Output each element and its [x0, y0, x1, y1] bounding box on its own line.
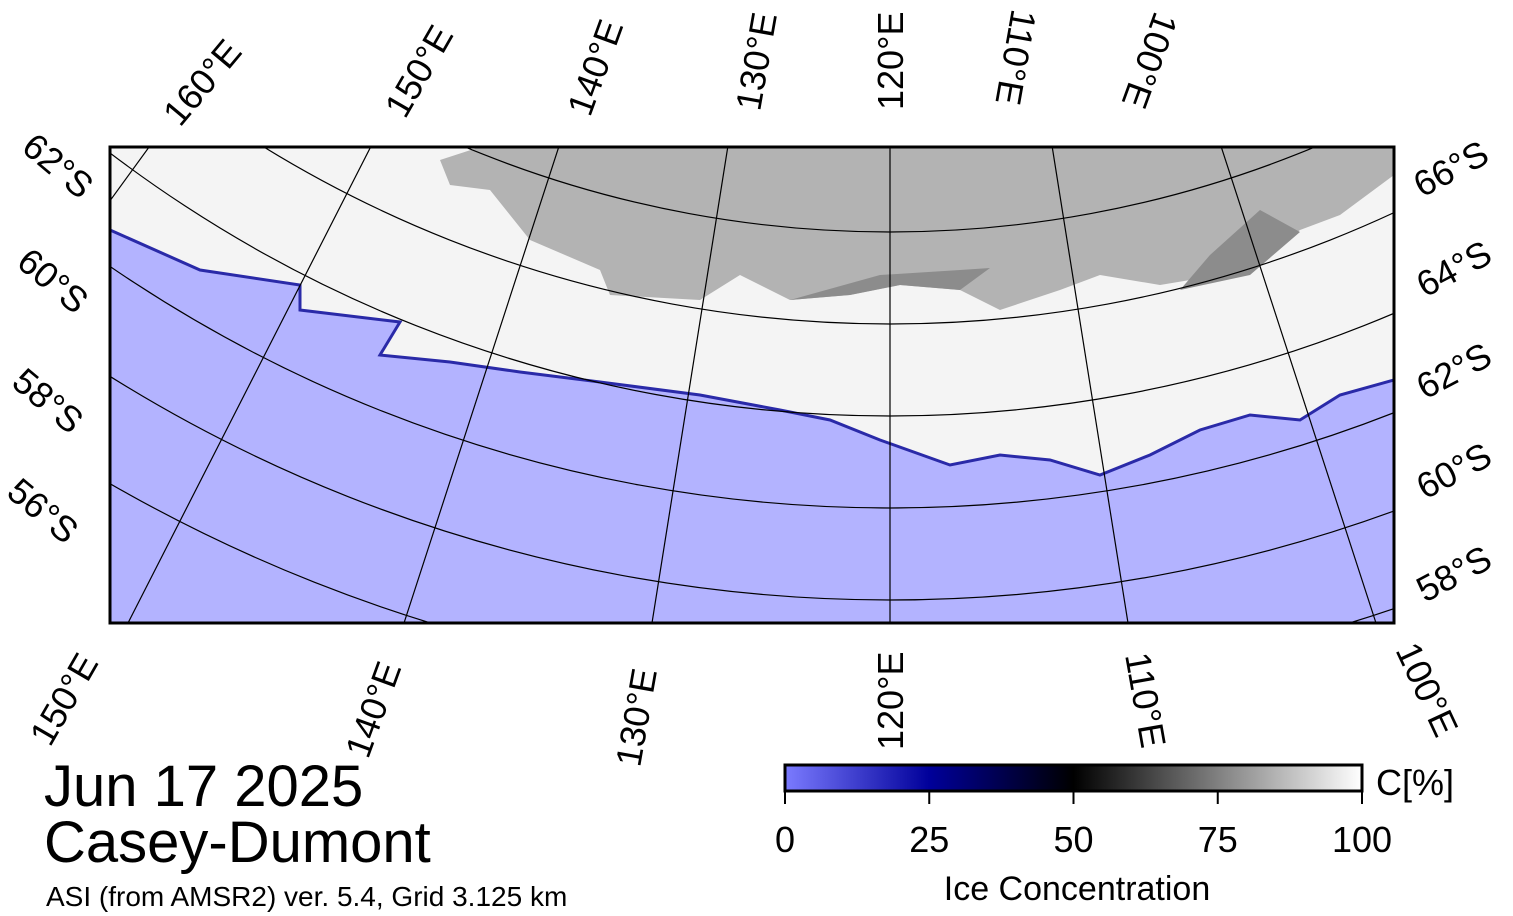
colorbar-ramp	[783, 763, 1364, 793]
lon-label: 120°E	[870, 12, 911, 110]
lon-label: 110°E	[1117, 649, 1174, 750]
colorbar-tick-label: 100	[1332, 819, 1392, 860]
colorbar-tick-label: 75	[1198, 819, 1238, 860]
top-labels: 160°E 150°E 140°E 130°E 120°E 110°E 100°…	[155, 7, 1186, 134]
lon-label: 140°E	[337, 656, 409, 763]
colorbar-tick-label: 0	[775, 819, 795, 860]
lat-label: 58°S	[5, 360, 91, 442]
lat-label: 64°S	[1410, 232, 1499, 305]
lat-label: 62°S	[1410, 334, 1499, 407]
lon-label: 130°E	[608, 665, 665, 769]
lat-label: 58°S	[1410, 537, 1499, 610]
lon-label: 100°E	[1114, 7, 1186, 114]
colorbar-tick-label: 25	[909, 819, 949, 860]
lat-label: 60°S	[10, 240, 96, 322]
lon-label: 150°E	[21, 646, 106, 752]
map-area	[110, 147, 1394, 623]
colorbar: C[%] Ice Concentration 0 25 50 75 100	[775, 762, 1454, 908]
lat-label: 60°S	[1410, 434, 1499, 507]
map-frame	[108, 145, 1396, 625]
colorbar-tick-label: 50	[1053, 819, 1093, 860]
graticule	[110, 147, 1394, 623]
lon-label: 140°E	[559, 14, 631, 121]
lon-label: 150°E	[376, 18, 461, 124]
land	[440, 147, 1394, 310]
lon-label: 130°E	[728, 9, 785, 113]
lon-label: 110°E	[987, 7, 1044, 108]
right-labels: 66°S 64°S 62°S 60°S 58°S	[1407, 132, 1499, 610]
colorbar-label: Ice Concentration	[944, 870, 1211, 908]
product: ASI (from AMSR2) ver. 5.4, Grid 3.125 km	[46, 881, 567, 912]
lat-label: 56°S	[0, 470, 86, 552]
lon-label: 160°E	[155, 31, 250, 133]
ice-shelf	[790, 210, 1300, 300]
bottom-labels: 150°E 140°E 130°E 120°E 110°E 100°E	[21, 636, 1466, 769]
left-labels: 62°S 60°S 58°S 56°S	[0, 125, 101, 552]
colorbar-unit: C[%]	[1376, 762, 1454, 803]
lon-label: 100°E	[1388, 636, 1467, 743]
lat-label: 66°S	[1407, 132, 1496, 205]
region: Casey-Dumont	[44, 810, 431, 875]
lat-label: 62°S	[15, 125, 101, 207]
date: Jun 17 2025	[44, 754, 363, 819]
lon-label: 120°E	[870, 652, 911, 750]
